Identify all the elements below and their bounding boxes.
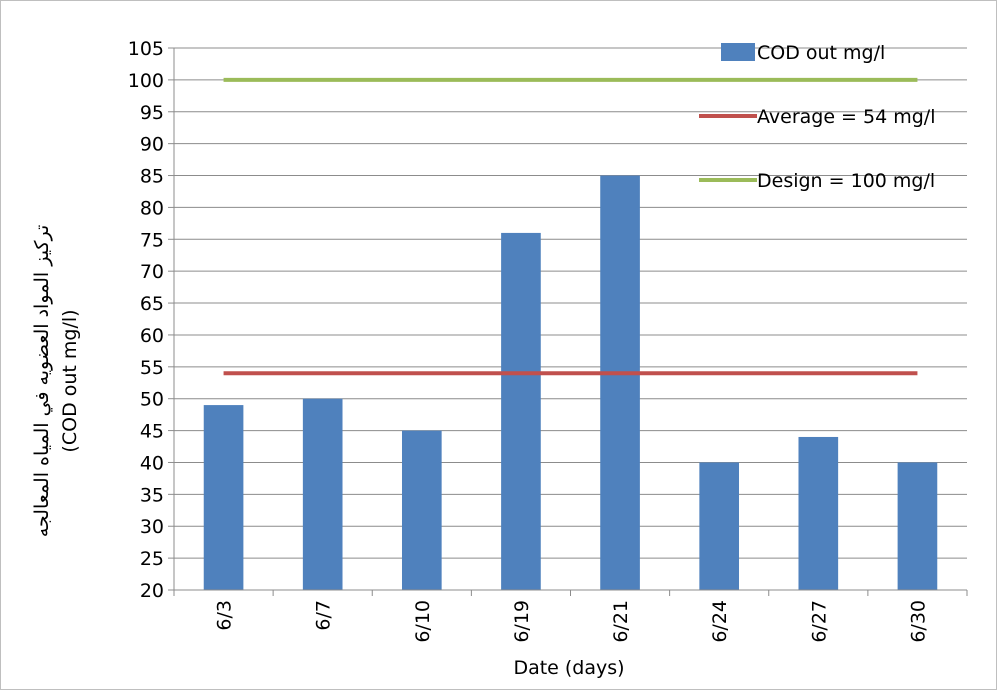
y-tick-label: 35 — [140, 484, 164, 506]
x-tick-label-6-24: 6/24 — [709, 600, 731, 643]
y-axis-title-units: (COD out mg/l) — [59, 309, 81, 452]
legend-label-1: Average = 54 mg/l — [757, 106, 936, 128]
x-tick-label-6-10: 6/10 — [412, 600, 434, 643]
x-tick-label-6-27: 6/27 — [808, 600, 830, 643]
gridlines — [168, 47, 967, 591]
y-axis-title-group: تركيز المواد العضويه في المياه المعالجه … — [31, 225, 81, 538]
x-tick-label-6-30: 6/30 — [907, 600, 929, 643]
bar-6-3 — [203, 405, 244, 590]
y-tick-label: 60 — [140, 325, 164, 347]
bar-series — [203, 175, 938, 590]
x-axis-title: Date (days) — [513, 657, 624, 679]
x-tick-label-6-7: 6/7 — [313, 600, 335, 631]
x-tick-labels: 6/3 6/7 6/10 6/19 6/21 6/24 6/27 6/30 — [214, 600, 930, 643]
y-tick-label: 85 — [140, 166, 164, 188]
bar-6-24 — [699, 462, 740, 590]
x-tick-label-6-21: 6/21 — [610, 600, 632, 643]
bar-6-10 — [401, 430, 442, 590]
y-tick-label: 45 — [140, 421, 164, 443]
legend-label-2: Design = 100 mg/l — [757, 170, 935, 192]
y-tick-label: 30 — [140, 516, 164, 538]
axes — [173, 48, 968, 596]
legend: COD out mg/l Average = 54 mg/l Design = 10… — [699, 42, 936, 192]
y-tick-label: 50 — [140, 389, 164, 411]
legend-label-0: COD out mg/l — [757, 42, 885, 64]
bar-6-19 — [501, 232, 541, 590]
y-tick-label: 80 — [140, 197, 164, 219]
bar-6-27 — [798, 436, 839, 590]
y-tick-label: 75 — [140, 229, 164, 251]
y-tick-labels: 20 25 30 35 40 45 50 55 60 65 70 75 80 85 90 95 100 105 — [128, 38, 164, 602]
bar-6-21 — [600, 175, 640, 590]
y-tick-label: 95 — [140, 102, 164, 124]
y-tick-label: 55 — [140, 357, 164, 379]
y-tick-label: 90 — [140, 134, 164, 156]
line-series — [223, 77, 918, 376]
bar-6-7 — [302, 398, 343, 590]
y-tick-label: 25 — [140, 548, 164, 570]
y-tick-label: 20 — [140, 580, 164, 602]
y-tick-label: 100 — [128, 70, 164, 92]
y-axis-title-arabic: تركيز المواد العضويه في المياه المعالجه — [31, 225, 53, 538]
legend-swatch-bar — [721, 43, 755, 61]
x-tick-label-6-3: 6/3 — [214, 600, 236, 631]
y-tick-label: 70 — [140, 261, 164, 283]
y-tick-label: 40 — [140, 452, 164, 474]
bar-6-30 — [897, 462, 938, 590]
x-tick-label-6-19: 6/19 — [511, 600, 533, 643]
y-tick-label: 105 — [128, 38, 164, 60]
y-tick-label: 65 — [140, 293, 164, 315]
